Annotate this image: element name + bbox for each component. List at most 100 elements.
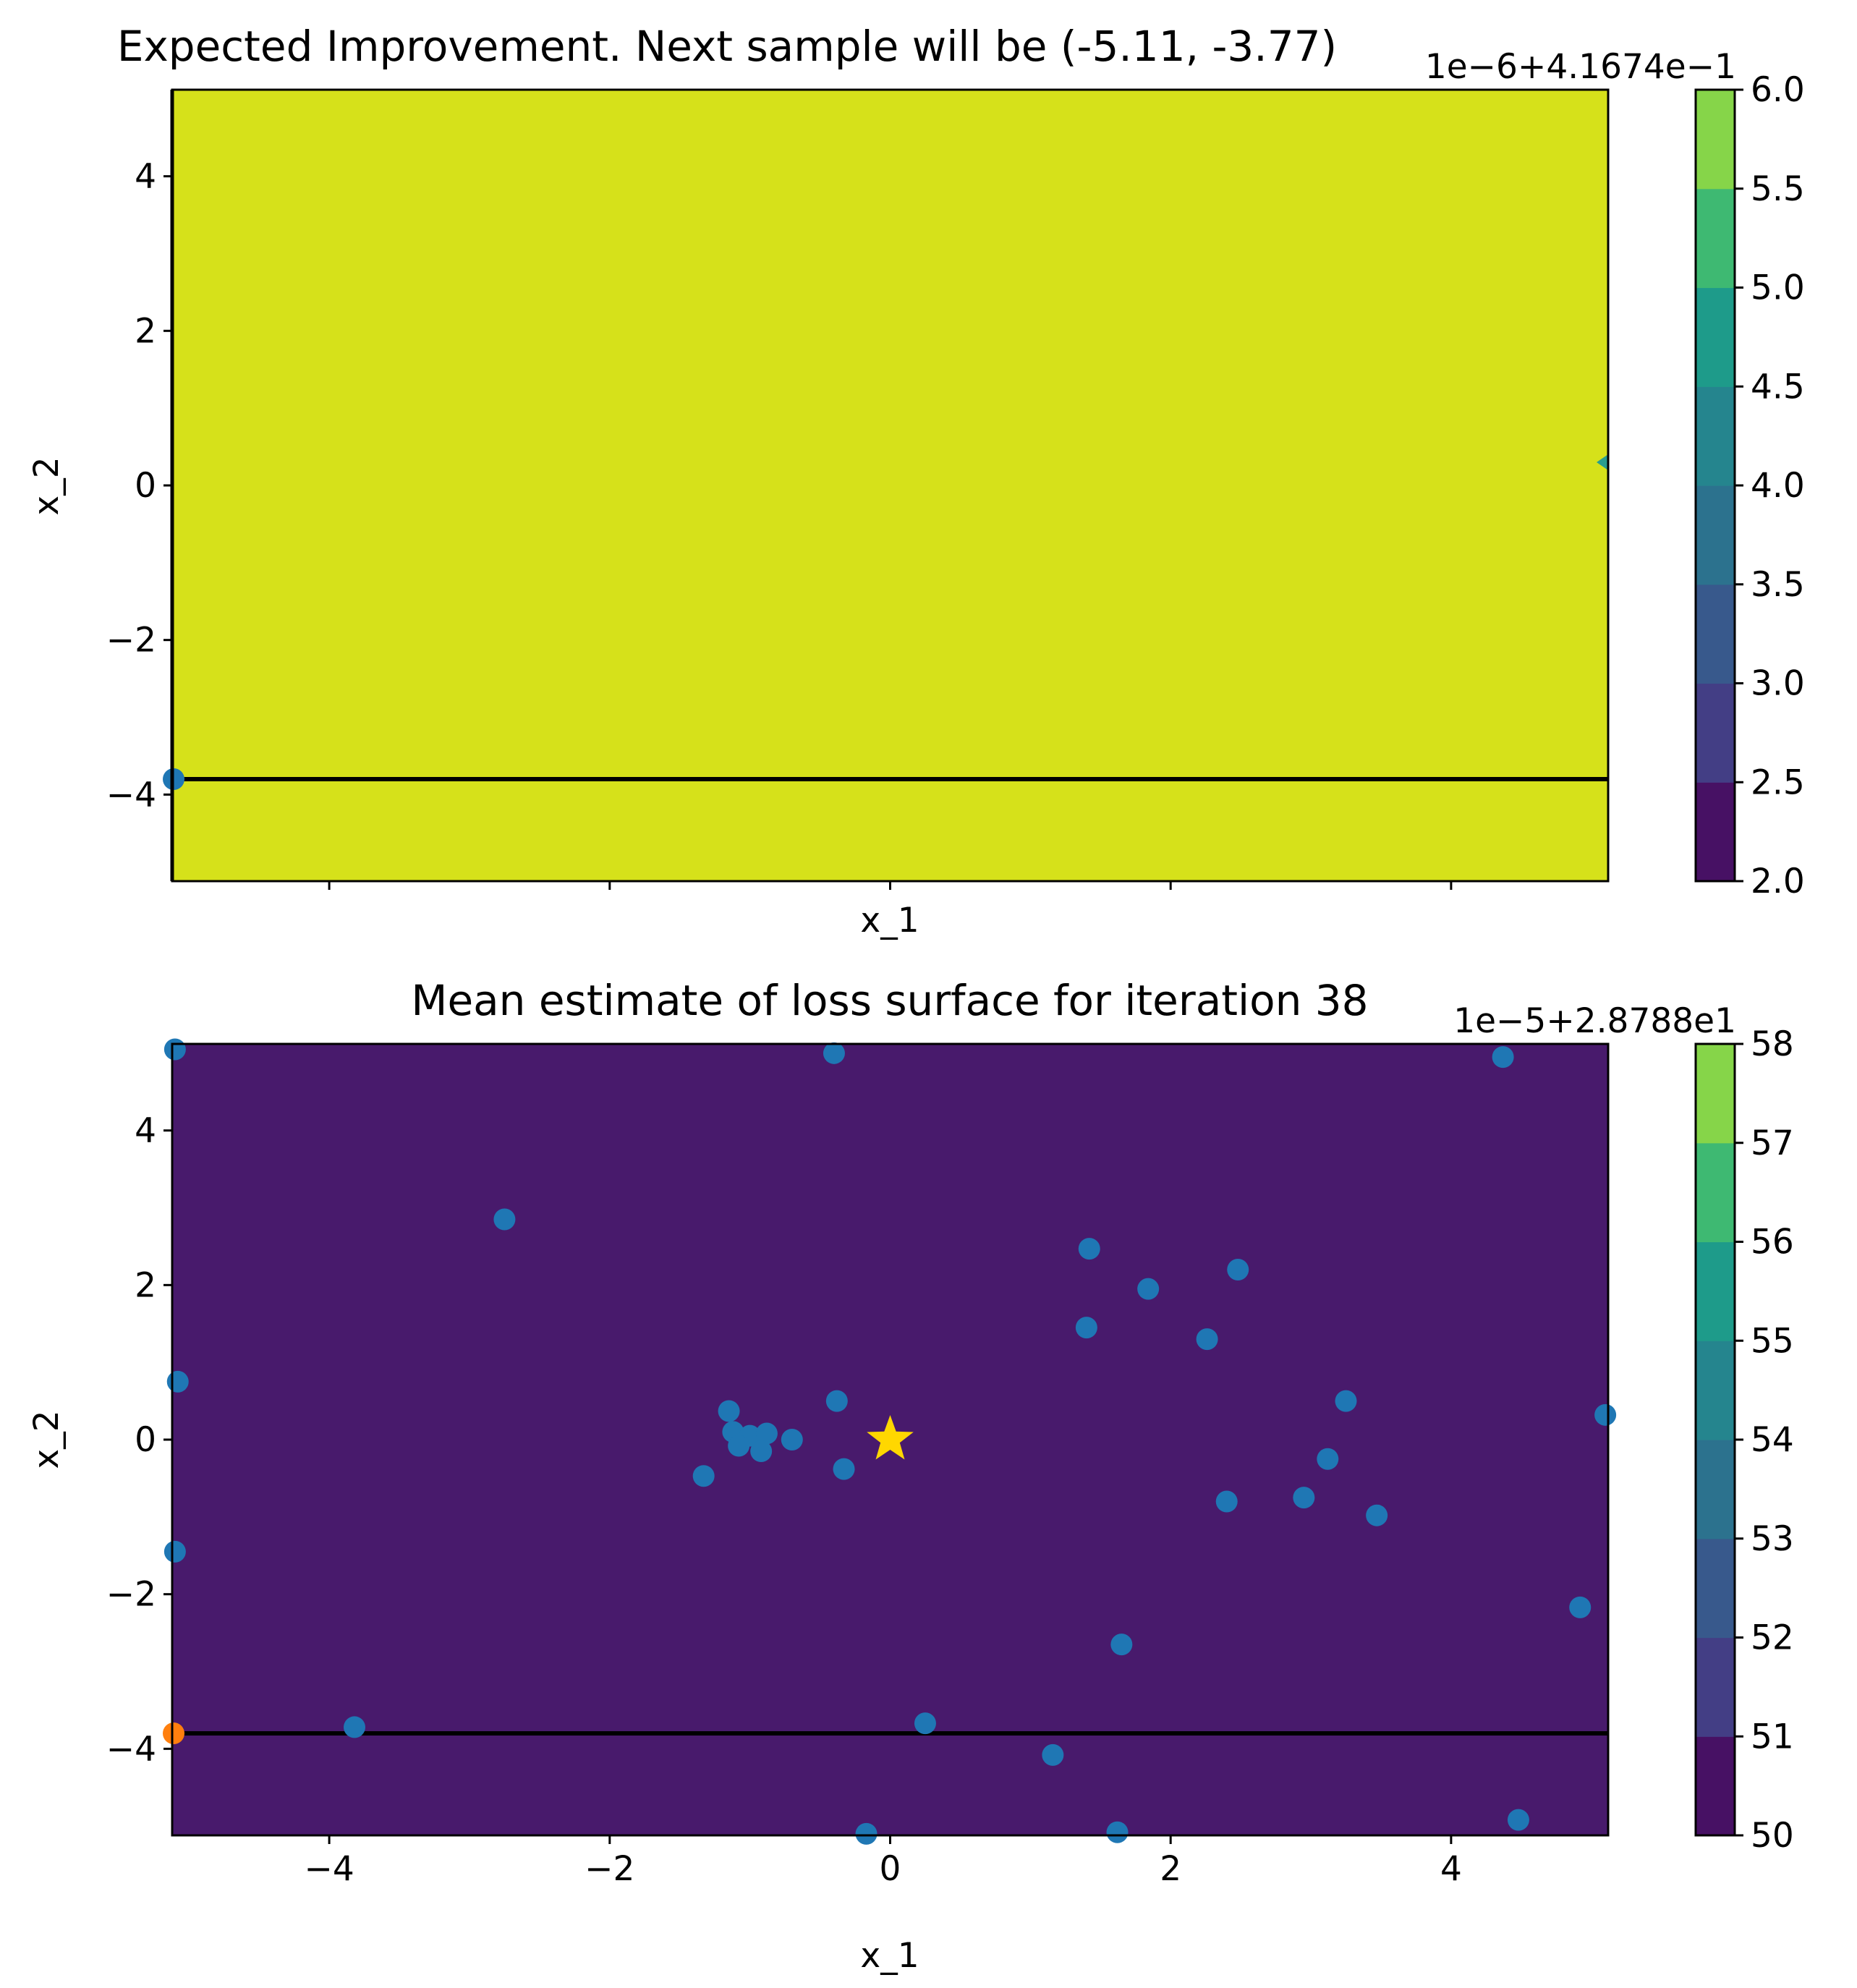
mean-sample-point [1215, 1490, 1238, 1513]
ei-colorbar-tick-label: 2.5 [1751, 763, 1805, 802]
mean-sample-point [833, 1458, 855, 1480]
mean-x-tick-label: 0 [880, 1849, 901, 1889]
mean-y-tick-label: −4 [106, 1729, 156, 1769]
mean-colorbar-band [1696, 1044, 1735, 1144]
mean-colorbar-band [1696, 1440, 1735, 1539]
mean-sample-point [825, 1390, 848, 1412]
ei-colorbar-tick-label: 4.0 [1751, 466, 1805, 506]
mean-sample-point [163, 1038, 186, 1061]
ei-y-tick-label: −2 [106, 621, 156, 660]
mean-x-axis-label: x_1 [860, 1936, 919, 1976]
mean-sample-point [1366, 1504, 1388, 1526]
mean-sample-point [1106, 1821, 1129, 1843]
mean-sample-point [1507, 1809, 1529, 1831]
mean-colorbar-tick-label: 50 [1751, 1816, 1794, 1856]
mean-colorbar-band [1696, 1736, 1735, 1836]
mean-x-ticks: −4 −2 0 2 4 [304, 1835, 1462, 1889]
mean-colorbar-band [1696, 1241, 1735, 1341]
ei-colorbar-offset-label: 1e−6+4.1674e−1 [1425, 47, 1736, 87]
ei-colorbar-band [1696, 90, 1735, 190]
mean-sample-point [493, 1208, 516, 1231]
ei-y-tick-label: 2 [135, 311, 156, 351]
ei-colorbar-tick-label: 2.0 [1751, 862, 1805, 901]
mean-colorbar-tick-label: 52 [1751, 1618, 1794, 1658]
mean-colorbar-band [1696, 1142, 1735, 1243]
mean-panel: Mean estimate of loss surface for iterat… [27, 976, 1794, 1976]
mean-sample-point [755, 1422, 778, 1445]
ei-edge-contour-marker [1597, 454, 1608, 470]
mean-x-tick-label: −4 [304, 1849, 354, 1889]
mean-x-tick-label: −2 [585, 1849, 634, 1889]
ei-colorbar-tick-label: 3.5 [1751, 565, 1805, 605]
mean-colorbar-tick-label: 58 [1751, 1024, 1794, 1064]
mean-sample-point [1227, 1258, 1249, 1280]
ei-y-axis-label: x_2 [27, 456, 67, 515]
mean-y-axis-label: x_2 [27, 1410, 67, 1469]
mean-sample-point [692, 1465, 715, 1487]
mean-sample-point [1042, 1743, 1064, 1766]
mean-sample-point [1196, 1328, 1218, 1351]
mean-colorbar-tick-label: 54 [1751, 1420, 1794, 1460]
ei-colorbar-tick-label: 5.0 [1751, 268, 1805, 308]
mean-sample-point [1569, 1596, 1592, 1618]
ei-colorbar-band [1696, 485, 1735, 585]
mean-colorbar-tick-label: 53 [1751, 1519, 1794, 1559]
mean-sample-point [855, 1822, 877, 1845]
ei-colorbar-tick-label: 4.5 [1751, 367, 1805, 407]
mean-colorbar-band [1696, 1637, 1735, 1737]
ei-colorbar-band [1696, 782, 1735, 882]
mean-colorbar: 50 51 52 53 54 55 56 57 58 [1694, 1024, 1794, 1856]
ei-y-tick-label: 0 [135, 466, 156, 506]
ei-y-tick-label: 4 [135, 157, 156, 197]
ei-colorbar-tick-label: 3.0 [1751, 664, 1805, 704]
ei-colorbar-band [1696, 188, 1735, 289]
mean-y-ticks: −4 −2 0 2 4 [106, 1111, 172, 1769]
ei-colorbar-band [1696, 386, 1735, 486]
ei-y-tick-label: −4 [106, 775, 156, 815]
mean-y-tick-label: 2 [135, 1265, 156, 1305]
mean-colorbar-tick-label: 51 [1751, 1717, 1794, 1757]
ei-colorbar: 2.0 2.5 3.0 3.5 4.0 4.5 5.0 5.5 6.0 [1694, 70, 1805, 901]
mean-title: Mean estimate of loss surface for iterat… [411, 976, 1368, 1025]
ei-y-ticks: −4 −2 0 2 4 [106, 157, 172, 815]
mean-sample-point [781, 1429, 803, 1450]
mean-sample-point [1110, 1634, 1133, 1656]
mean-colorbar-tick-label: 57 [1751, 1123, 1794, 1163]
mean-sample-point [728, 1435, 750, 1457]
ei-title: Expected Improvement. Next sample will b… [117, 22, 1337, 71]
mean-sample-point [914, 1712, 936, 1735]
mean-sample-point [1335, 1390, 1357, 1412]
mean-y-tick-label: 4 [135, 1111, 156, 1151]
mean-sample-point [1075, 1317, 1097, 1339]
mean-x-tick-label: 2 [1160, 1849, 1181, 1889]
mean-sample-point [718, 1400, 740, 1422]
mean-x-tick-label: 4 [1440, 1849, 1462, 1889]
mean-sample-point [1078, 1238, 1100, 1260]
ei-panel: Expected Improvement. Next sample will b… [27, 22, 1805, 940]
mean-colorbar-tick-label: 55 [1751, 1321, 1794, 1361]
mean-sample-point [1317, 1448, 1339, 1470]
ei-colorbar-tick-label: 6.0 [1751, 70, 1805, 110]
mean-sample-point [1492, 1046, 1514, 1069]
mean-sample-points [163, 1038, 1617, 1845]
mean-sample-point [166, 1370, 189, 1393]
ei-colorbar-band [1696, 287, 1735, 387]
mean-sample-point [163, 1540, 186, 1563]
ei-contour-fill [172, 90, 1608, 881]
mean-sample-point [1594, 1403, 1617, 1426]
mean-sample-point [823, 1042, 845, 1064]
ei-colorbar-tick-label: 5.5 [1751, 169, 1805, 209]
mean-colorbar-offset-label: 1e−5+2.8788e1 [1453, 1001, 1736, 1041]
mean-next-sample-point [163, 1722, 184, 1744]
mean-y-tick-label: −2 [106, 1575, 156, 1615]
mean-optimum-star [867, 1415, 914, 1460]
mean-sample-point [1137, 1278, 1160, 1300]
mean-y-tick-label: 0 [135, 1420, 156, 1460]
mean-sample-point [1293, 1487, 1315, 1509]
ei-colorbar-band [1696, 683, 1735, 783]
mean-colorbar-tick-label: 56 [1751, 1223, 1794, 1262]
ei-x-ticks [328, 881, 1453, 890]
ei-x-axis-label: x_1 [860, 901, 919, 940]
ei-colorbar-band [1696, 584, 1735, 684]
